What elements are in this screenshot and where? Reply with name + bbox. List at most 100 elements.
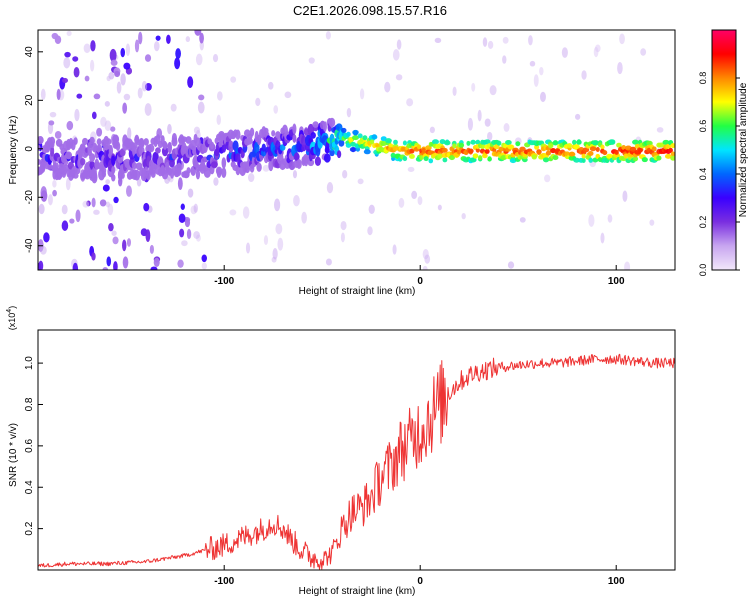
spectrogram-cell xyxy=(581,153,586,159)
spectrogram-cell xyxy=(134,39,140,53)
spectrogram-cell xyxy=(539,66,544,76)
spectrogram-cell xyxy=(111,166,116,174)
spectrogram-cell xyxy=(342,169,348,179)
spectrogram-cell xyxy=(600,144,605,150)
spectrogram-cell xyxy=(120,47,126,58)
spectrogram-cell xyxy=(359,88,365,100)
colorbar-tick-label: 0.2 xyxy=(698,216,708,229)
y-tick-label: -20 xyxy=(24,190,35,205)
spectrogram-cell xyxy=(484,118,491,127)
spectrogram-cell xyxy=(346,107,352,118)
spectrogram-cell xyxy=(402,156,408,162)
spectrogram-y-ticks: -40 -20 0 20 40 xyxy=(24,46,43,253)
spectrogram-cell xyxy=(362,135,368,141)
spectrogram-cell xyxy=(479,143,486,149)
spectrogram-x-ticks: -100 0 100 xyxy=(214,265,625,287)
spectrogram-cell xyxy=(651,146,657,152)
spectrogram-cell xyxy=(417,196,423,206)
spectrogram-cell xyxy=(199,32,204,44)
colorbar-tick-label: 0.4 xyxy=(698,168,708,181)
colorbar-gradient xyxy=(711,29,737,271)
spectrogram-cell xyxy=(529,60,536,67)
spectrogram-cell xyxy=(616,142,622,148)
spectrogram-cell xyxy=(131,142,138,150)
spectrogram-cell xyxy=(467,148,474,154)
y-tick-label: 0.6 xyxy=(24,438,35,452)
spectrogram-cell xyxy=(429,126,435,134)
spectrogram-cell xyxy=(534,144,540,150)
spectrogram-cell xyxy=(357,133,363,139)
spectrogram-cell xyxy=(277,237,284,251)
spectrogram-cell xyxy=(90,40,96,52)
spectrogram-cell xyxy=(40,190,48,202)
spectrogram-cell xyxy=(52,180,57,188)
spectrogram-cell xyxy=(649,219,655,226)
spectrogram-cell xyxy=(398,197,405,208)
spectrogram-cell xyxy=(38,260,44,270)
spectrogram-cell xyxy=(519,146,526,152)
spectrogram-cell xyxy=(107,203,114,216)
spectrogram-cell xyxy=(194,30,202,36)
spectrogram-cell xyxy=(76,93,83,99)
spectrogram-cell xyxy=(437,204,442,211)
spectrogram-cell xyxy=(105,179,110,185)
y-tick-label: 20 xyxy=(24,94,35,106)
spectrogram-cell xyxy=(275,223,283,235)
spectrogram-cell xyxy=(102,184,110,192)
spectrogram-cell xyxy=(133,169,141,181)
spectrogram-cell xyxy=(329,149,335,157)
x-tick-label: 0 xyxy=(417,276,423,287)
spectrogram-cell xyxy=(341,127,347,133)
spectrogram-cell xyxy=(292,123,297,135)
y-tick-label: 40 xyxy=(24,46,35,58)
spectrogram-cell xyxy=(573,144,580,150)
spectrogram-cell xyxy=(51,32,59,40)
spectrogram-cell xyxy=(61,171,67,178)
spectrogram-cell xyxy=(61,220,69,231)
spectrogram-cell xyxy=(496,140,502,146)
spectrogram-cell xyxy=(416,144,422,150)
spectrogram-cell xyxy=(120,73,126,86)
spectrogram-cell xyxy=(279,144,286,151)
spectrogram-cell xyxy=(106,256,112,267)
spectrogram-cell xyxy=(109,48,117,62)
spectrogram-cell xyxy=(228,140,234,147)
spectrogram-cell xyxy=(138,31,143,45)
spectrogram-cell xyxy=(56,88,61,101)
colorbar-label: Normalized spectral amplitude xyxy=(738,82,749,217)
spectrogram-cell xyxy=(483,139,491,145)
spectrogram-cell xyxy=(81,137,89,146)
spectrogram-cell xyxy=(582,147,590,153)
spectrogram-cell xyxy=(217,91,223,101)
spectrogram-cell xyxy=(122,239,127,252)
spectrogram-cell xyxy=(473,153,478,159)
spectrogram-cell xyxy=(210,161,218,168)
spectrogram-cell xyxy=(89,136,95,145)
spectrogram-cell xyxy=(49,111,57,118)
spectrogram-cell xyxy=(80,158,86,166)
spectrogram-cell xyxy=(606,153,613,159)
spectrogram-panel: -100 0 100 -40 -20 0 20 40 Height of straight … xyxy=(8,29,676,297)
spectrogram-cell xyxy=(184,218,191,228)
spectrogram-cell xyxy=(595,146,600,152)
spectrogram-cell xyxy=(47,162,53,171)
spectrogram-cell xyxy=(108,223,114,232)
spectrogram-cell xyxy=(96,145,103,153)
snr-multiplier-base: (x10 xyxy=(7,313,17,331)
spectrogram-cell xyxy=(255,97,261,107)
spectrogram-cell xyxy=(572,139,577,145)
spectrogram-cell xyxy=(629,146,637,152)
spectrogram-cell xyxy=(48,120,55,126)
spectrogram-cell xyxy=(193,231,200,239)
spectrogram-cell xyxy=(185,36,191,43)
spectrogram-cell xyxy=(221,167,227,178)
spectrogram-cell xyxy=(505,139,512,145)
spectrogram-cell xyxy=(385,138,392,144)
spectrogram-cell xyxy=(617,62,623,75)
spectrogram-cell xyxy=(602,150,608,156)
spectrogram-cell xyxy=(261,143,266,152)
spectrogram-cell xyxy=(419,155,424,161)
spectrogram-cell xyxy=(65,177,71,191)
spectrogram-cell xyxy=(363,149,371,155)
spectrogram-cell xyxy=(624,261,631,270)
